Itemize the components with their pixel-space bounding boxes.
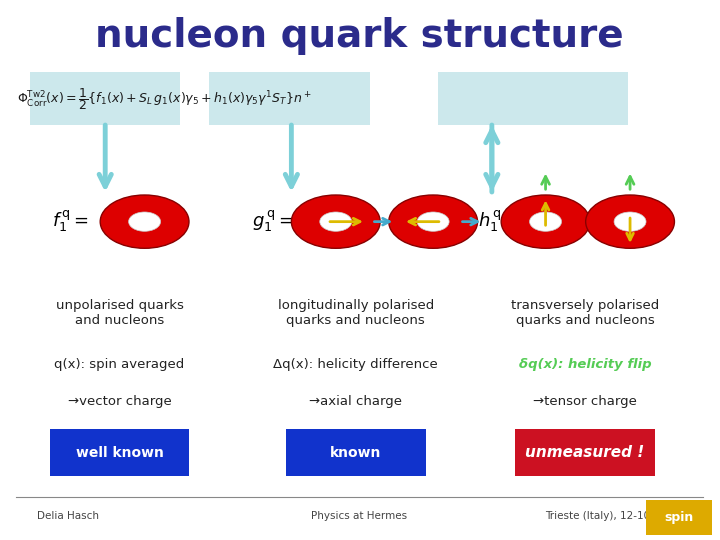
Text: Δq(x): helicity difference: Δq(x): helicity difference [274,357,438,370]
Text: Trieste (Italy), 12-10-2004: Trieste (Italy), 12-10-2004 [546,511,680,521]
FancyBboxPatch shape [438,72,628,125]
Text: $-$: $-$ [580,212,597,231]
Text: →axial charge: →axial charge [310,395,402,408]
Text: known: known [330,446,382,460]
FancyBboxPatch shape [515,429,654,476]
Ellipse shape [100,195,189,248]
Text: δq(x): helicity flip: δq(x): helicity flip [518,357,652,370]
Text: q(x): spin averaged: q(x): spin averaged [55,357,184,370]
Ellipse shape [389,195,477,248]
Ellipse shape [417,212,449,231]
FancyBboxPatch shape [286,429,426,476]
Text: well known: well known [76,446,163,460]
Text: Delia Hasch: Delia Hasch [37,511,99,521]
Ellipse shape [292,195,380,248]
Ellipse shape [530,212,562,231]
Text: longitudinally polarised
quarks and nucleons: longitudinally polarised quarks and nucl… [278,299,434,327]
FancyBboxPatch shape [30,72,181,125]
Text: nucleon quark structure: nucleon quark structure [95,17,624,55]
Text: Physics at Hermes: Physics at Hermes [311,511,408,521]
FancyBboxPatch shape [209,72,370,125]
Ellipse shape [585,195,675,248]
Ellipse shape [614,212,646,231]
Text: spin: spin [664,511,693,524]
FancyBboxPatch shape [646,500,711,535]
Text: $\Phi_{\mathrm{Corr}}^{\mathrm{Tw2}}(x) = \dfrac{1}{2}\{f_1(x) + S_L\,g_1(x)\gam: $\Phi_{\mathrm{Corr}}^{\mathrm{Tw2}}(x) … [17,86,312,112]
Text: →tensor charge: →tensor charge [533,395,637,408]
Text: $f_1^{\,\mathrm{q}}=$: $f_1^{\,\mathrm{q}}=$ [52,209,89,234]
Ellipse shape [129,212,161,231]
Text: $g_1^{\,\mathrm{q}}=$: $g_1^{\,\mathrm{q}}=$ [252,209,294,234]
Text: transversely polarised
quarks and nucleons: transversely polarised quarks and nucleo… [510,299,659,327]
Text: $h_1^{\,\mathrm{q}}=$: $h_1^{\,\mathrm{q}}=$ [477,209,520,234]
Text: $-$: $-$ [400,212,415,231]
Text: unpolarised quarks
and nucleons: unpolarised quarks and nucleons [55,299,184,327]
Ellipse shape [320,212,352,231]
Ellipse shape [501,195,590,248]
FancyBboxPatch shape [50,429,189,476]
Text: unmeasured !: unmeasured ! [526,445,644,460]
Text: →vector charge: →vector charge [68,395,171,408]
